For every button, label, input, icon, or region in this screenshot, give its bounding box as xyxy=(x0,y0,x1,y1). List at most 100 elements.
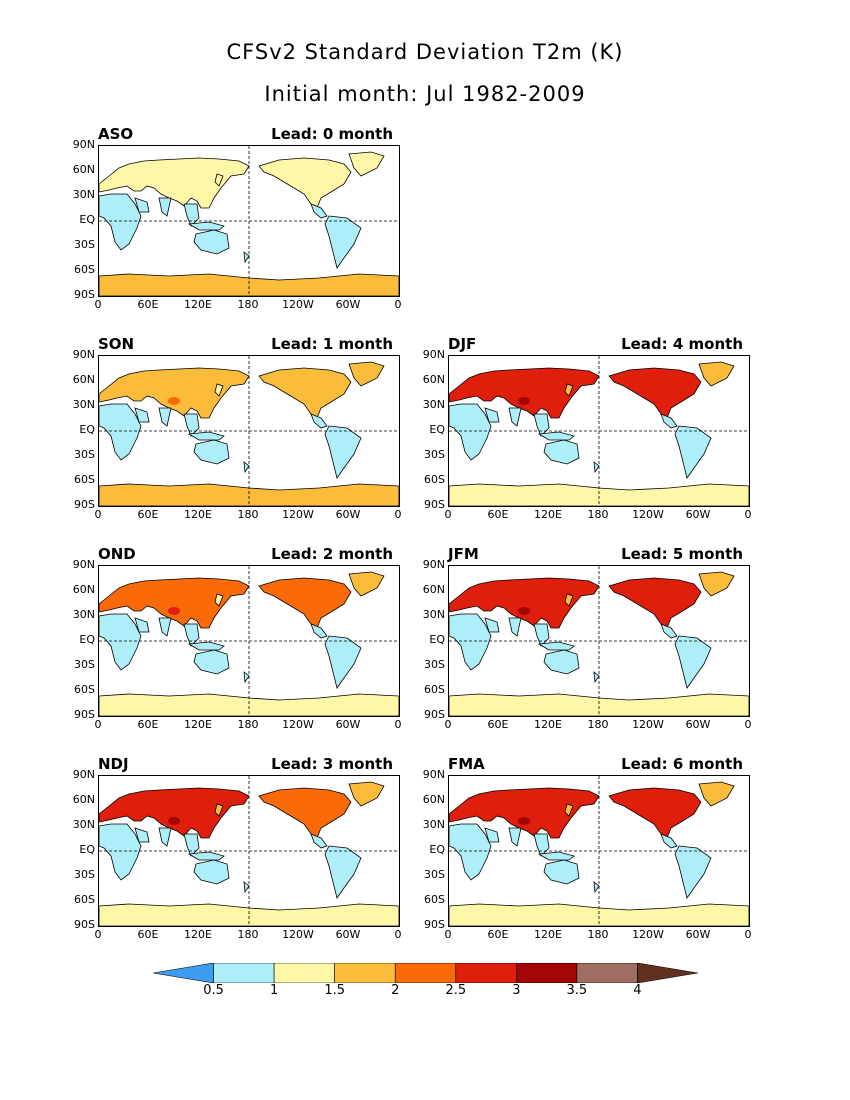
map-frame xyxy=(448,355,750,507)
lat-label: 60N xyxy=(72,583,95,596)
lat-label: 30S xyxy=(74,448,95,461)
world-map xyxy=(449,356,749,506)
colorbar-upper-arrow xyxy=(637,962,699,984)
lon-label: 0 xyxy=(94,298,102,311)
lon-label: 120W xyxy=(282,718,314,731)
region-indonesia xyxy=(187,221,225,231)
region-africa xyxy=(99,193,142,251)
region-namerica xyxy=(608,367,702,419)
region-japan xyxy=(214,803,224,817)
region-antarctica xyxy=(99,273,399,296)
lat-label: 60S xyxy=(424,893,445,906)
hotspot xyxy=(518,607,530,615)
lat-label: EQ xyxy=(79,213,95,226)
lon-label: 60W xyxy=(685,928,711,941)
lat-label: 30S xyxy=(424,868,445,881)
lon-label: 60E xyxy=(487,508,509,521)
panel-lead: Lead: 5 month xyxy=(621,545,743,563)
lon-label: 120E xyxy=(184,508,212,521)
lat-label: 90N xyxy=(72,768,95,781)
lat-label: 30N xyxy=(422,608,445,621)
region-samerica xyxy=(674,425,712,479)
lon-label: 60E xyxy=(137,298,159,311)
region-camerica xyxy=(310,413,328,429)
lon-label: 60E xyxy=(137,718,159,731)
region-india xyxy=(158,827,172,847)
lat-label: 30N xyxy=(72,818,95,831)
lon-label: 120E xyxy=(184,298,212,311)
region-australia xyxy=(193,859,230,885)
region-samerica xyxy=(674,845,712,899)
lon-label: 60W xyxy=(335,508,361,521)
lon-label: 0 xyxy=(444,508,452,521)
lat-label: 90S xyxy=(424,498,445,511)
region-antarctica xyxy=(449,483,749,506)
lat-label: 90N xyxy=(422,768,445,781)
lat-label: 60N xyxy=(72,793,95,806)
lon-label: 180 xyxy=(237,508,259,521)
lon-label: 180 xyxy=(587,718,609,731)
region-antarctica xyxy=(449,903,749,926)
colorbar-segment xyxy=(576,962,638,984)
hotspot xyxy=(518,817,530,825)
world-map xyxy=(99,566,399,716)
panel-lead: Lead: 0 month xyxy=(271,125,393,143)
region-indonesia xyxy=(537,641,575,651)
region-japan xyxy=(564,593,574,607)
region-india xyxy=(158,407,172,427)
lat-label: 30N xyxy=(72,188,95,201)
region-samerica xyxy=(324,635,362,689)
lat-label: EQ xyxy=(79,633,95,646)
region-australia xyxy=(193,439,230,465)
region-europeAsia xyxy=(449,367,600,419)
colorbar xyxy=(152,962,699,998)
region-camerica xyxy=(310,203,328,219)
lat-label: 90S xyxy=(74,918,95,931)
region-greenland xyxy=(348,151,385,177)
colorbar-tick-label: 3.5 xyxy=(566,983,588,998)
region-arabia xyxy=(134,407,150,423)
map-panel-ond: OND Lead: 2 month 90N 60N 30N EQ 30S 60S 90S 0 60E… xyxy=(73,545,453,745)
region-seasia xyxy=(183,203,200,227)
world-map xyxy=(99,146,399,296)
lon-label: 120E xyxy=(534,718,562,731)
lon-label: 0 xyxy=(744,928,752,941)
colorbar-segment xyxy=(516,962,578,984)
lat-label: 90N xyxy=(422,558,445,571)
colorbar-tick-label: 4 xyxy=(633,983,642,998)
panel-lead: Lead: 3 month xyxy=(271,755,393,773)
region-antarctica xyxy=(99,693,399,716)
region-greenland xyxy=(698,571,735,597)
lat-label: 30S xyxy=(74,238,95,251)
lat-label: 60S xyxy=(424,473,445,486)
region-seasia xyxy=(533,623,550,647)
map-panel-son: SON Lead: 1 month 90N 60N 30N EQ 30S 60S 90S 0 60E… xyxy=(73,335,453,535)
region-nz xyxy=(243,671,250,684)
lon-label: 60E xyxy=(487,928,509,941)
region-greenland xyxy=(348,361,385,387)
panel-season: OND xyxy=(98,545,136,563)
region-europeAsia xyxy=(99,157,250,209)
lat-label: 90S xyxy=(74,288,95,301)
region-camerica xyxy=(660,833,678,849)
region-arabia xyxy=(484,617,500,633)
region-namerica xyxy=(608,577,702,629)
region-antarctica xyxy=(449,693,749,716)
region-europeAsia xyxy=(99,787,250,839)
region-camerica xyxy=(660,413,678,429)
panel-lead: Lead: 4 month xyxy=(621,335,743,353)
lon-label: 120W xyxy=(632,508,664,521)
region-namerica xyxy=(258,367,352,419)
region-japan xyxy=(564,383,574,397)
region-namerica xyxy=(608,787,702,839)
region-africa xyxy=(99,823,142,881)
region-camerica xyxy=(310,623,328,639)
region-camerica xyxy=(660,623,678,639)
lon-label: 60W xyxy=(685,508,711,521)
region-arabia xyxy=(484,827,500,843)
region-seasia xyxy=(183,413,200,437)
lon-label: 60W xyxy=(335,928,361,941)
world-map xyxy=(449,776,749,926)
region-india xyxy=(508,827,522,847)
region-nz xyxy=(243,461,250,474)
